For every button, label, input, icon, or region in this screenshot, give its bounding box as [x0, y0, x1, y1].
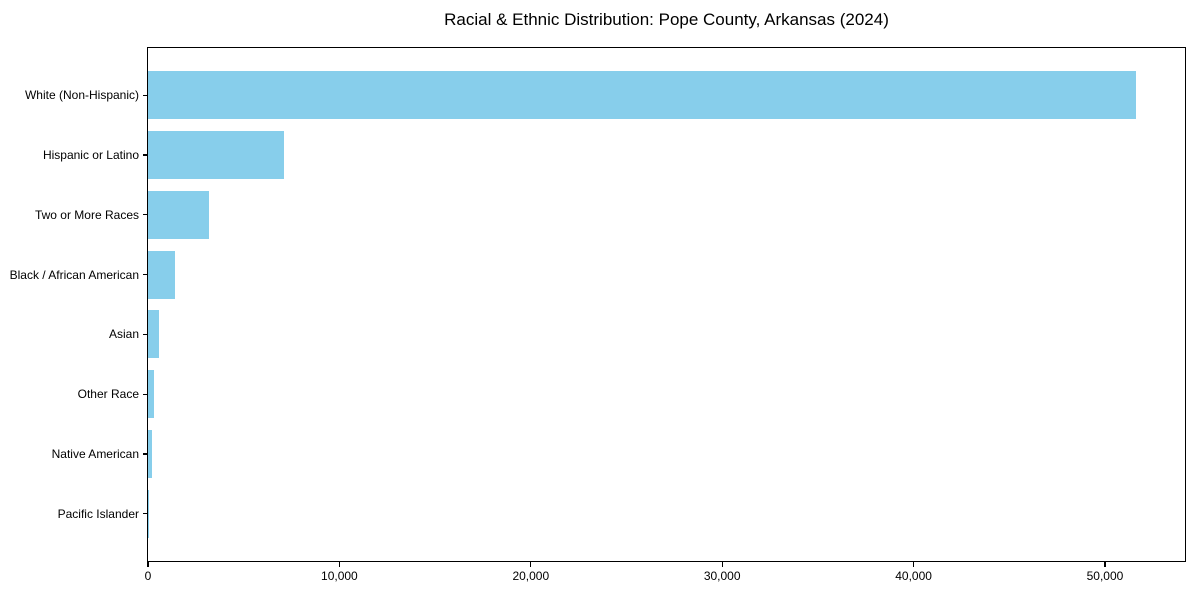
- y-axis-label: Asian: [108, 327, 139, 342]
- y-axis-tick: [142, 333, 148, 336]
- plot-area: [147, 47, 1186, 562]
- bar-native-american: [148, 430, 153, 478]
- x-axis-tick-label: 0: [144, 569, 152, 583]
- x-axis-tick: [1104, 561, 1106, 567]
- x-axis-tick-label: 30,000: [703, 569, 741, 583]
- y-axis-label: Native American: [51, 446, 139, 461]
- x-axis-tick: [721, 561, 723, 567]
- y-axis-label: Two or More Races: [34, 207, 139, 222]
- x-axis-tick-label: 20,000: [512, 569, 550, 583]
- y-axis-tick: [142, 513, 148, 515]
- y-axis-tick: [142, 273, 148, 276]
- bar-pacific-islander: [148, 489, 149, 538]
- bar-black-african-american: [148, 250, 175, 299]
- y-axis-label: Hispanic or Latino: [42, 148, 139, 163]
- bar-two-or-more-races: [148, 190, 210, 239]
- bar-white-non-hispanic: [148, 71, 1136, 120]
- y-axis-label: White (Non-Hispanic): [24, 88, 139, 103]
- x-axis-tick: [530, 561, 532, 567]
- y-axis-label: Black / African American: [9, 267, 139, 282]
- y-axis-tick: [142, 393, 148, 395]
- x-axis-tick: [912, 561, 915, 567]
- x-axis-tick-label: 50,000: [1086, 569, 1124, 583]
- bar-asian: [148, 310, 159, 359]
- bar-other-race: [148, 370, 154, 419]
- chart-title: Racial & Ethnic Distribution: Pope Count…: [444, 10, 889, 29]
- y-axis-label: Other Race: [77, 387, 139, 402]
- x-axis-tick: [338, 561, 341, 567]
- y-axis-label: Pacific Islander: [57, 506, 139, 521]
- x-axis-tick-label: 10,000: [321, 569, 358, 583]
- y-axis-tick: [142, 154, 148, 156]
- bar-hispanic-or-latino: [148, 131, 284, 179]
- y-axis-tick: [142, 453, 148, 455]
- x-axis-tick-label: 40,000: [895, 569, 932, 583]
- y-axis-tick: [142, 94, 148, 96]
- x-axis-tick: [147, 561, 149, 567]
- y-axis-tick: [142, 214, 148, 216]
